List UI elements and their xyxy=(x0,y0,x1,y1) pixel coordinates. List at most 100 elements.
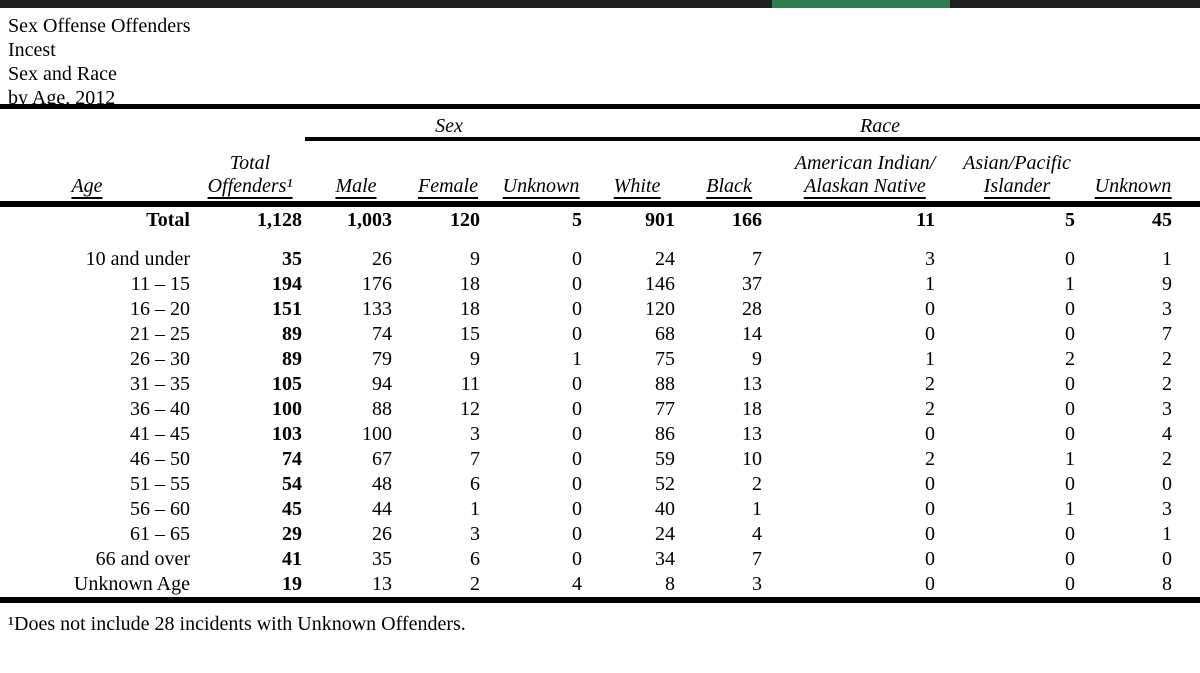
value-cell: 89 xyxy=(282,348,302,370)
spacer-row xyxy=(0,233,1200,247)
value-cell: 41 xyxy=(282,548,302,570)
value-cell: 1 xyxy=(752,498,762,520)
table-row: 66 and over 41 35 6 0 34 7 0 0 0 xyxy=(0,547,1200,572)
value-cell: 166 xyxy=(732,208,762,231)
age-cell: Unknown Age xyxy=(73,573,190,595)
data-table: Total 1,128 1,003 120 5 901 166 11 5 45 10 and und… xyxy=(0,207,1200,597)
value-cell: 5 xyxy=(572,208,582,231)
age-cell: 56 – 60 xyxy=(130,498,190,520)
table-row: 31 – 35 105 94 11 0 88 13 2 0 2 xyxy=(0,372,1200,397)
value-cell: 88 xyxy=(372,398,392,420)
value-cell: 0 xyxy=(572,448,582,470)
value-cell: 5 xyxy=(1065,208,1075,231)
value-cell: 12 xyxy=(460,398,480,420)
table-row: 56 – 60 45 44 1 0 40 1 0 1 3 xyxy=(0,497,1200,522)
value-cell: 7 xyxy=(752,248,762,270)
age-cell: 10 and under xyxy=(85,248,190,270)
age-cell: 61 – 65 xyxy=(130,523,190,545)
age-cell: 16 – 20 xyxy=(130,298,190,320)
value-cell: 18 xyxy=(460,298,480,320)
age-cell: 31 – 35 xyxy=(130,373,190,395)
title-line-2: Incest xyxy=(8,39,56,61)
age-cell: 51 – 55 xyxy=(130,473,190,495)
value-cell: 2 xyxy=(925,373,935,395)
age-cell: 66 and over xyxy=(95,548,190,570)
value-cell: 59 xyxy=(655,448,675,470)
table-row: 10 and under 35 26 9 0 24 7 3 0 1 xyxy=(0,247,1200,272)
value-cell: 74 xyxy=(282,448,302,470)
value-cell: 2 xyxy=(752,473,762,495)
table-body: Total 1,128 1,003 120 5 901 166 11 5 45 10 and und… xyxy=(0,207,1200,597)
value-cell: 0 xyxy=(925,573,935,595)
table-row: 21 – 25 89 74 15 0 68 14 0 0 7 xyxy=(0,322,1200,347)
value-cell: 45 xyxy=(1152,208,1172,231)
value-cell: 2 xyxy=(925,448,935,470)
value-cell: 34 xyxy=(655,548,675,570)
value-cell: 105 xyxy=(272,373,302,395)
value-cell: 194 xyxy=(272,273,302,295)
value-cell: 11 xyxy=(916,208,935,231)
table-header: Sex Race Age Total Offenders¹ Male Femal… xyxy=(0,109,1200,201)
value-cell: 3 xyxy=(470,423,480,445)
value-cell: 13 xyxy=(742,373,762,395)
value-cell: 9 xyxy=(1162,273,1172,295)
value-cell: 2 xyxy=(1162,373,1172,395)
value-cell: 1 xyxy=(1065,448,1075,470)
value-cell: 1 xyxy=(1065,498,1075,520)
header-bottom-rule xyxy=(0,201,1200,207)
age-cell: 26 – 30 xyxy=(130,348,190,370)
value-cell: 0 xyxy=(1065,248,1075,270)
value-cell: 3 xyxy=(470,523,480,545)
value-cell: 24 xyxy=(655,248,675,270)
value-cell: 7 xyxy=(752,548,762,570)
table-row: 26 – 30 89 79 9 1 75 9 1 2 2 xyxy=(0,347,1200,372)
value-cell: 6 xyxy=(470,548,480,570)
value-cell: 35 xyxy=(372,548,392,570)
column-header-asian-pacific-islander: Asian/Pacific Islander xyxy=(963,152,1071,199)
table-row: 51 – 55 54 48 6 0 52 2 0 0 0 xyxy=(0,472,1200,497)
value-cell: 0 xyxy=(925,473,935,495)
value-cell: 0 xyxy=(572,248,582,270)
value-cell: 10 xyxy=(742,448,762,470)
table-row: 36 – 40 100 88 12 0 77 18 2 0 3 xyxy=(0,397,1200,422)
value-cell: 45 xyxy=(282,498,302,520)
age-cell: 36 – 40 xyxy=(130,398,190,420)
value-cell: 4 xyxy=(1162,423,1172,445)
value-cell: 2 xyxy=(470,573,480,595)
value-cell: 1 xyxy=(572,348,582,370)
value-cell: 1 xyxy=(470,498,480,520)
value-cell: 52 xyxy=(655,473,675,495)
value-cell: 18 xyxy=(742,398,762,420)
value-cell: 88 xyxy=(655,373,675,395)
group-header-rule xyxy=(305,137,1200,141)
table-row: 61 – 65 29 26 3 0 24 4 0 0 1 xyxy=(0,522,1200,547)
value-cell: 13 xyxy=(372,573,392,595)
value-cell: 24 xyxy=(655,523,675,545)
value-cell: 0 xyxy=(1065,473,1075,495)
column-header-american-indian-alaskan-native: American Indian/ Alaskan Native xyxy=(794,152,936,199)
value-cell: 0 xyxy=(925,498,935,520)
age-cell: 46 – 50 xyxy=(130,448,190,470)
value-cell: 901 xyxy=(645,208,675,231)
table-row: Unknown Age 19 13 2 4 8 3 0 0 8 xyxy=(0,572,1200,597)
value-cell: 1 xyxy=(925,273,935,295)
value-cell: 0 xyxy=(572,273,582,295)
group-header-sex: Sex xyxy=(435,115,463,137)
value-cell: 0 xyxy=(1065,423,1075,445)
table-row: 16 – 20 151 133 18 0 120 28 0 0 3 xyxy=(0,297,1200,322)
value-cell: 29 xyxy=(282,523,302,545)
value-cell: 9 xyxy=(470,248,480,270)
value-cell: 0 xyxy=(925,323,935,345)
value-cell: 44 xyxy=(372,498,392,520)
value-cell: 176 xyxy=(362,273,392,295)
value-cell: 28 xyxy=(742,298,762,320)
value-cell: 75 xyxy=(655,348,675,370)
column-header-total-offenders: Total Offenders¹ xyxy=(207,152,293,199)
value-cell: 77 xyxy=(655,398,675,420)
value-cell: 48 xyxy=(372,473,392,495)
value-cell: 1 xyxy=(1162,248,1172,270)
value-cell: 15 xyxy=(460,323,480,345)
value-cell: 0 xyxy=(572,398,582,420)
title-line-4: by Age, 2012 xyxy=(8,87,116,109)
value-cell: 14 xyxy=(742,323,762,345)
